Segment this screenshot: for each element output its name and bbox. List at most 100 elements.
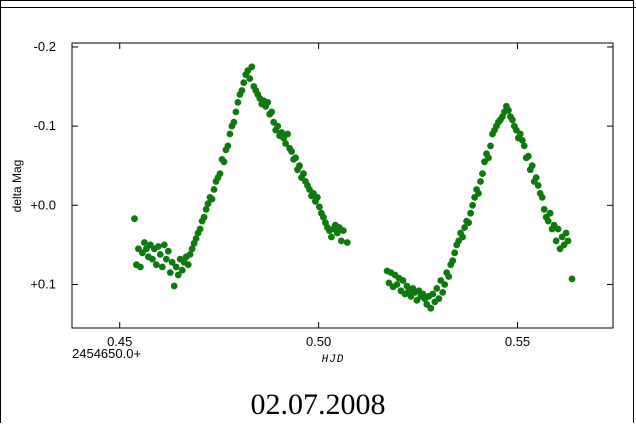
data-point <box>538 194 546 201</box>
data-point <box>292 154 299 162</box>
data-point <box>343 239 351 246</box>
data-point <box>427 304 435 312</box>
data-point <box>487 142 494 150</box>
plot-area-border <box>71 42 614 329</box>
x-axis-label: HJD <box>322 354 345 366</box>
data-point <box>149 255 156 263</box>
data-point <box>540 205 548 213</box>
x-tick-label: 0.50 <box>306 334 331 349</box>
axis-tick-labels: 0.45 0.50 0.55 -0.2 -0.1 +0.0 +0.1 <box>30 39 530 349</box>
data-point <box>509 116 516 124</box>
data-point <box>546 209 554 217</box>
data-point <box>564 237 572 245</box>
data-point <box>300 170 307 178</box>
data-point <box>449 257 457 265</box>
data-point <box>152 261 160 269</box>
data-point <box>170 282 178 290</box>
data-point <box>441 281 449 288</box>
data-point <box>296 162 303 170</box>
y-tick-label: +0.1 <box>30 276 56 291</box>
data-point <box>469 201 476 209</box>
data-point <box>188 245 196 253</box>
data-point <box>168 258 176 266</box>
data-point <box>461 224 468 231</box>
data-point <box>162 255 170 263</box>
data-point <box>518 137 526 144</box>
data-point <box>282 140 289 147</box>
data-point <box>568 275 576 283</box>
data-point <box>154 243 162 250</box>
data-point <box>339 227 347 235</box>
data-point <box>240 79 248 86</box>
data-point <box>528 162 536 170</box>
data-point <box>184 261 192 269</box>
data-point <box>216 170 224 178</box>
data-point <box>158 263 166 271</box>
data-point <box>268 108 276 116</box>
data-points <box>131 63 576 312</box>
data-point <box>284 130 291 138</box>
data-point <box>224 142 232 150</box>
data-point <box>137 263 144 271</box>
data-point <box>465 219 472 227</box>
data-point <box>435 295 443 303</box>
data-point <box>532 174 540 182</box>
data-point <box>320 213 327 221</box>
data-point <box>226 130 234 138</box>
data-point <box>288 148 295 155</box>
data-point <box>196 225 204 233</box>
data-point <box>220 158 228 166</box>
data-point <box>238 87 246 94</box>
data-point <box>524 152 532 160</box>
data-point <box>230 118 238 126</box>
top-divider <box>0 7 636 8</box>
data-point <box>316 203 323 211</box>
data-point <box>328 233 335 241</box>
data-point <box>232 108 240 116</box>
data-point <box>192 235 200 242</box>
data-point <box>178 266 186 274</box>
data-point <box>200 213 208 221</box>
data-point <box>477 178 484 185</box>
data-point <box>164 247 172 255</box>
data-point <box>485 154 492 162</box>
data-point <box>451 249 459 257</box>
data-point <box>393 281 401 288</box>
data-point <box>475 190 482 197</box>
data-point <box>333 229 341 237</box>
data-point <box>445 273 453 280</box>
data-point <box>131 215 138 223</box>
data-point <box>433 285 441 292</box>
data-point <box>246 75 254 82</box>
data-point <box>516 130 524 138</box>
data-point <box>505 106 512 114</box>
data-point <box>429 290 437 298</box>
data-point <box>274 122 282 130</box>
data-point <box>166 269 174 276</box>
data-point <box>141 239 148 246</box>
data-point <box>248 63 256 71</box>
data-point <box>186 251 194 258</box>
data-point <box>160 241 168 249</box>
axis-ticks <box>72 43 613 328</box>
data-point <box>554 225 562 233</box>
data-point <box>544 217 552 225</box>
x-axis-offset-label: 2454650.0+ <box>72 346 141 361</box>
data-point <box>520 142 528 150</box>
data-point <box>552 237 560 245</box>
data-point <box>156 251 164 258</box>
data-point <box>562 229 570 237</box>
data-point <box>479 170 486 178</box>
data-point <box>210 186 218 193</box>
data-point <box>174 271 182 279</box>
data-point <box>208 195 216 203</box>
data-point <box>204 200 212 208</box>
data-point <box>439 289 447 296</box>
data-point <box>337 237 345 245</box>
data-point <box>278 129 285 136</box>
data-point <box>459 233 466 241</box>
data-point <box>172 263 180 271</box>
data-point <box>399 277 407 284</box>
data-point <box>534 182 542 189</box>
